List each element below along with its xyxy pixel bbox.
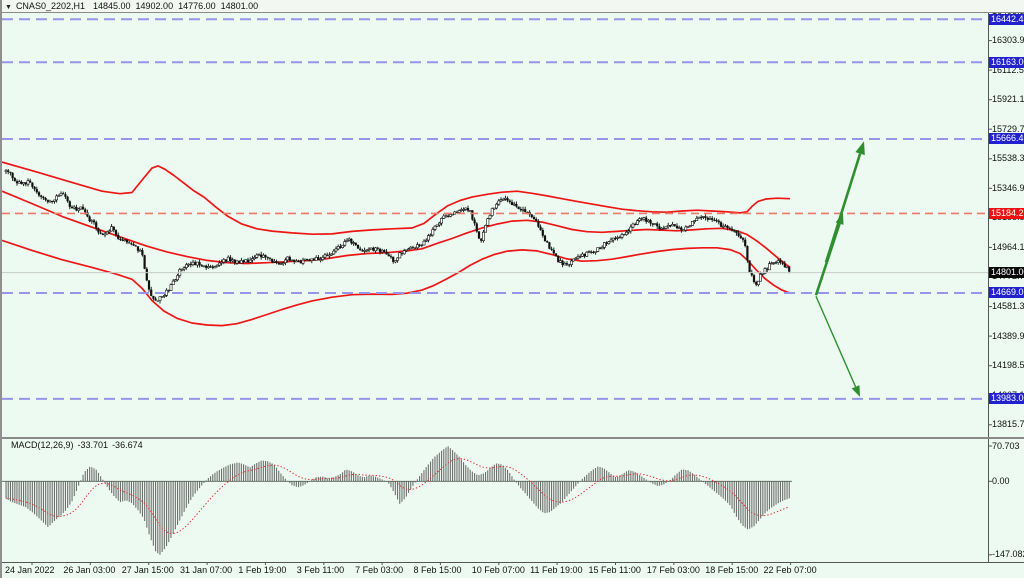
time-tick-label: 17 Feb 03:00 xyxy=(646,565,700,575)
macd-signal-value: -36.674 xyxy=(112,440,143,450)
ohlc-high-value: 14902.00 xyxy=(135,1,174,11)
macd-tick-label: 70.703 xyxy=(992,440,1020,451)
level-price-badge[interactable]: 15666.41 xyxy=(989,133,1024,145)
time-tick-label: 8 Feb 15:00 xyxy=(413,565,462,575)
time-tick-label: 3 Feb 11:00 xyxy=(296,565,345,575)
time-tick-label: 27 Jan 15:00 xyxy=(121,565,174,575)
chart-title-bar: ▼ CNAS0_2202,H1 14845.00 14902.00 14776.00 14… xyxy=(2,0,1024,13)
symbol-timeframe-label: CNAS0_2202,H1 xyxy=(15,1,85,11)
macd-indicator-label: MACD(12,26,9) -33.701 -36.674 xyxy=(11,440,147,450)
price-tick-label: 15729.70 xyxy=(992,123,1024,134)
time-tick-label: 22 Feb 07:00 xyxy=(763,565,817,575)
time-tick-label: 18 Feb 15:00 xyxy=(705,565,759,575)
time-tick-label: 15 Feb 11:00 xyxy=(588,565,641,575)
ohlc-open-value: 14845.00 xyxy=(92,1,131,11)
level-price-badge[interactable]: 16163.00 xyxy=(989,56,1024,68)
price-tick-label: 14964.10 xyxy=(992,241,1024,252)
time-tick-label: 24 Jan 2022 xyxy=(5,565,55,575)
macd-tick-label: 0.00 xyxy=(992,475,1010,486)
time-tick-label: 1 Feb 19:00 xyxy=(238,565,287,575)
time-tick-label: 26 Jan 03:00 xyxy=(63,565,116,575)
pane-separator[interactable] xyxy=(2,437,1024,439)
bearish-projection-arrow[interactable] xyxy=(815,295,857,388)
candle-wicks xyxy=(5,169,790,304)
arrow-head-icon xyxy=(855,141,865,156)
chart-menu-dropdown-icon[interactable]: ▼ xyxy=(5,4,12,11)
bearish-candle-bodies xyxy=(7,170,791,302)
bullish-projection-arrow[interactable] xyxy=(824,153,862,263)
price-tick-label: 16303.90 xyxy=(992,35,1024,46)
macd-tick-label: -147.082 xyxy=(992,549,1024,560)
bollinger-lower-band-line xyxy=(2,239,791,327)
price-tick-label: 14198.50 xyxy=(992,360,1024,371)
price-tick-label: 13815.70 xyxy=(992,419,1024,430)
price-tick-label: 15346.90 xyxy=(992,182,1024,193)
price-tick-label: 14389.90 xyxy=(992,330,1024,341)
time-tick-label: 7 Feb 03:00 xyxy=(355,565,404,575)
ohlc-low-value: 14776.00 xyxy=(178,1,216,11)
macd-histogram-bars xyxy=(5,446,790,555)
price-tick-label: 14581.30 xyxy=(992,301,1024,312)
time-tick-label: 11 Feb 19:00 xyxy=(530,565,583,575)
alert-price-badge[interactable]: 15184.26 xyxy=(989,207,1024,219)
time-tick-label: 10 Feb 07:00 xyxy=(471,565,525,575)
bollinger-middle-band-line xyxy=(2,190,791,269)
time-tick-label: 31 Jan 07:00 xyxy=(180,565,233,575)
bullish-candle-bodies xyxy=(4,170,789,301)
price-tick-label: 16112.50 xyxy=(992,64,1024,75)
level-price-badge[interactable]: 14669.06 xyxy=(989,287,1024,299)
macd-name: MACD(12,26,9) xyxy=(11,440,74,450)
macd-signal-line xyxy=(5,458,790,535)
level-price-badge[interactable]: 16442.48 xyxy=(989,13,1024,25)
ohlc-close-value: 14801.00 xyxy=(220,1,259,11)
level-price-badge[interactable]: 13983.00 xyxy=(989,393,1024,405)
last-price-badge: 14801.00 xyxy=(989,267,1024,279)
price-tick-label: 15921.10 xyxy=(992,94,1024,105)
price-tick-label: 15538.30 xyxy=(992,153,1024,164)
bollinger-upper-band-line xyxy=(2,161,791,236)
arrow-head-icon xyxy=(851,385,860,397)
macd-value: -33.701 xyxy=(77,440,109,450)
